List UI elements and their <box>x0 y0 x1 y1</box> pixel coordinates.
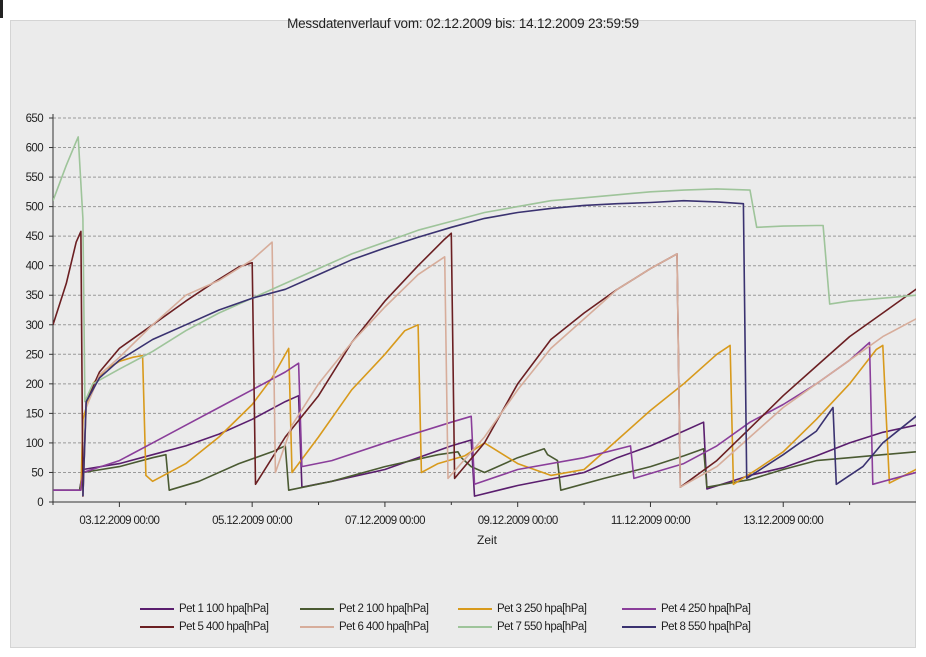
legend-label: Pet 8 550 hpa[hPa] <box>661 621 751 633</box>
y-tick-label: 200 <box>26 379 44 391</box>
legend-swatch <box>622 626 656 628</box>
chart-panel <box>10 20 916 648</box>
y-tick-label: 100 <box>26 438 44 450</box>
y-tick-label: 600 <box>26 143 44 155</box>
legend-item-pet-3: Pet 3 250 hpa[hPa] <box>458 600 587 618</box>
window-edge <box>0 0 3 18</box>
legend-label: Pet 7 550 hpa[hPa] <box>497 621 587 633</box>
legend-item-pet-5: Pet 5 400 hpa[hPa] <box>140 618 269 636</box>
series-line-pet-7 <box>53 136 916 403</box>
y-tick-label: 400 <box>26 261 44 273</box>
series-line-pet-4 <box>53 341 916 491</box>
legend-label: Pet 3 250 hpa[hPa] <box>497 603 587 615</box>
legend-swatch <box>300 608 334 610</box>
x-tick-label: 07.12.2009 00:00 <box>345 515 425 527</box>
x-tick-label: 11.12.2009 00:00 <box>611 515 690 527</box>
y-tick-label: 50 <box>31 467 43 479</box>
legend-label: Pet 2 100 hpa[hPa] <box>339 603 429 615</box>
y-tick-label: 150 <box>26 408 44 420</box>
legend-item-pet-7: Pet 7 550 hpa[hPa] <box>458 618 587 636</box>
legend-swatch <box>622 608 656 610</box>
x-tick-label: 09.12.2009 00:00 <box>478 515 558 527</box>
legend-swatch <box>458 626 492 628</box>
y-tick-label: 350 <box>26 290 44 302</box>
legend-swatch <box>140 626 174 628</box>
y-tick-label: 300 <box>26 320 44 332</box>
series-line-pet-8 <box>82 199 916 497</box>
chart-legend: Pet 1 100 hpa[hPa] Pet 2 100 hpa[hPa] Pet … <box>140 600 820 640</box>
legend-swatch <box>300 626 334 628</box>
legend-item-pet-4: Pet 4 250 hpa[hPa] <box>622 600 751 618</box>
x-tick-label: 03.12.2009 00:00 <box>79 515 159 527</box>
chart-title: Messdatenverlauf vom: 02.12.2009 bis: 14… <box>287 16 639 31</box>
series-line-pet-5 <box>53 230 916 497</box>
legend-label: Pet 5 400 hpa[hPa] <box>179 621 269 633</box>
legend-label: Pet 6 400 hpa[hPa] <box>339 621 429 633</box>
y-tick-label: 550 <box>26 172 44 184</box>
legend-item-pet-8: Pet 8 550 hpa[hPa] <box>622 618 751 636</box>
legend-label: Pet 4 250 hpa[hPa] <box>661 603 751 615</box>
y-tick-label: 0 <box>37 497 43 509</box>
legend-item-pet-1: Pet 1 100 hpa[hPa] <box>140 600 269 618</box>
legend-swatch <box>140 608 174 610</box>
series-line-pet-2 <box>53 445 916 491</box>
series-line-pet-6 <box>82 241 916 497</box>
y-tick-label: 650 <box>26 113 44 125</box>
series-line-pet-3 <box>80 324 916 491</box>
legend-item-pet-6: Pet 6 400 hpa[hPa] <box>300 618 429 636</box>
y-tick-label: 500 <box>26 202 44 214</box>
legend-swatch <box>458 608 492 610</box>
y-tick-label: 450 <box>26 231 44 243</box>
y-tick-label: 250 <box>26 349 44 361</box>
x-tick-label: 05.12.2009 00:00 <box>212 515 292 527</box>
x-axis-label: Zeit <box>477 533 498 547</box>
legend-label: Pet 1 100 hpa[hPa] <box>179 603 269 615</box>
legend-item-pet-2: Pet 2 100 hpa[hPa] <box>300 600 429 618</box>
x-tick-label: 13.12.2009 00:00 <box>743 515 823 527</box>
